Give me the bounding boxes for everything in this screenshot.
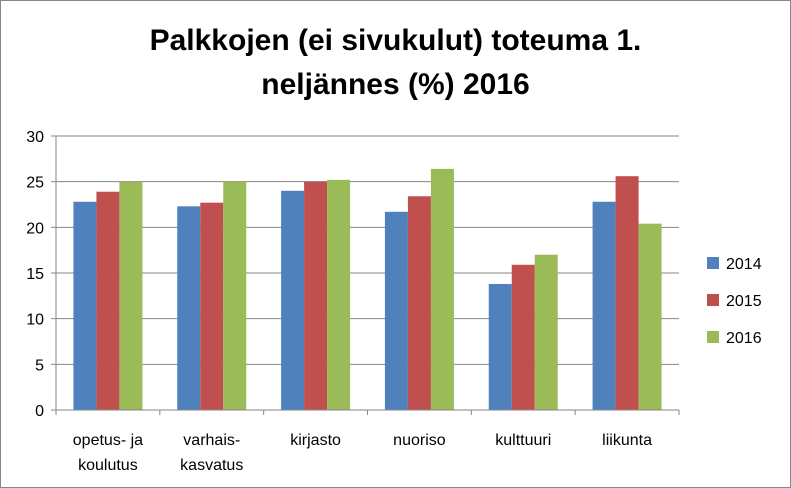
x-category-label: liikunta [602, 432, 652, 449]
bar-2016 [327, 179, 351, 410]
legend-swatch-2016 [707, 331, 719, 343]
y-tick-label: 30 [26, 129, 44, 146]
bar-2014 [384, 211, 408, 410]
x-category-label: kirjasto [290, 432, 341, 449]
legend-swatch-2014 [707, 257, 719, 269]
x-category-label: varhais- [183, 432, 240, 449]
chart-title-line-2: neljännes (%) 2016 [261, 68, 530, 101]
bar-2016 [430, 168, 454, 410]
x-category-label: kulttuuri [495, 432, 551, 449]
legend-label-2014: 2014 [726, 256, 762, 273]
bar-2016 [534, 254, 558, 410]
x-category-label: opetus- ja [73, 432, 143, 449]
bar-2015 [200, 202, 224, 410]
legend-swatch-2015 [707, 294, 719, 306]
bar-2015 [511, 264, 535, 410]
bar-2015 [615, 176, 639, 410]
y-tick-label: 10 [26, 312, 44, 329]
bar-2014 [488, 283, 512, 410]
y-tick-label: 5 [35, 357, 44, 374]
y-tick-label: 0 [35, 403, 44, 420]
bar-2015 [407, 196, 431, 410]
y-tick-label: 25 [26, 175, 44, 192]
y-tick-label: 15 [26, 266, 44, 283]
bar-2014 [592, 201, 616, 410]
bar-2015 [304, 181, 328, 410]
bar-2014 [177, 206, 201, 410]
x-category-label: koulutus [78, 457, 138, 474]
legend-label-2015: 2015 [726, 293, 762, 310]
bar-2014 [73, 201, 97, 410]
x-category-label: nuoriso [393, 432, 446, 449]
chart-title-line-1: Palkkojen (ei sivukulut) toteuma 1. [149, 24, 642, 57]
bar-2015 [96, 191, 120, 410]
bar-2014 [281, 190, 305, 410]
chart-title: Palkkojen (ei sivukulut) toteuma 1. nelj… [1, 19, 790, 107]
bar-2016 [223, 181, 247, 410]
bar-2016 [638, 223, 662, 410]
legend-label-2016: 2016 [726, 330, 762, 347]
bar-2016 [119, 181, 143, 410]
y-tick-label: 20 [26, 220, 44, 237]
x-category-label: kasvatus [180, 457, 243, 474]
